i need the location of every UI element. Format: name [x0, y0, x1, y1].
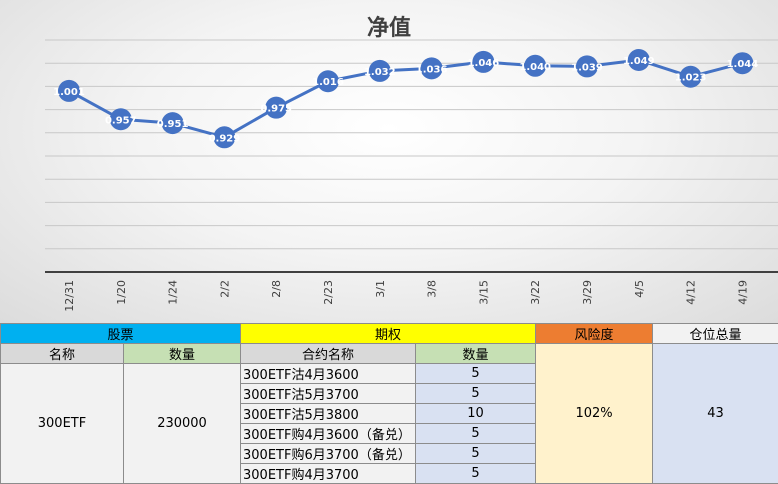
stock-qty-header: 数量: [122, 343, 242, 364]
x-tick-label: 3/29: [581, 280, 594, 305]
data-label: 1.016: [312, 77, 344, 88]
data-point: [627, 48, 650, 71]
holdings-table: 股票 期权 风险度 仓位总量 名称 数量 合约名称 数量 102% 43 300…: [0, 323, 778, 484]
contract-qty: 5: [415, 423, 537, 444]
contract-name: 300ETF购4月3700: [240, 463, 417, 484]
contract-qty-header: 数量: [415, 343, 537, 364]
contract-qty: 5: [415, 463, 537, 484]
x-tick-label: 2/8: [270, 280, 283, 298]
data-label: 1.040: [519, 62, 551, 73]
risk-value: 102%: [535, 343, 654, 484]
data-point: [317, 70, 339, 93]
stock-header: 股票: [0, 323, 242, 344]
data-label: 0.957: [105, 115, 137, 126]
data-label: 1.036: [416, 64, 448, 75]
data-point: [576, 55, 598, 78]
contract-name: 300ETF沽5月3700: [240, 383, 417, 404]
x-tick-label: 2/23: [322, 280, 335, 305]
contract-name: 300ETF购6月3700（备兑）: [240, 443, 417, 464]
risk-header: 风险度: [535, 323, 654, 344]
data-point: [731, 52, 754, 75]
stock-name-header: 名称: [0, 343, 124, 364]
data-point: [58, 79, 80, 102]
data-point: [265, 96, 288, 119]
chart-area: 净值 1.001 0.957 0.951 0.929 0.975 1.016 1.032 1.…: [0, 0, 778, 323]
data-point: [161, 112, 184, 135]
contract-name: 300ETF沽5月3800: [240, 403, 417, 424]
data-label: 0.975: [260, 104, 292, 115]
x-tick-label: 4/5: [633, 280, 646, 298]
data-point: [472, 50, 495, 73]
contract-name-header: 合约名称: [240, 343, 417, 364]
data-label: 0.929: [209, 133, 241, 144]
data-point: [368, 59, 391, 82]
chart-title: 净值: [366, 16, 411, 41]
position-value: 43: [652, 343, 778, 484]
data-label: 1.049: [623, 56, 655, 67]
x-tick-label: 3/15: [477, 280, 490, 305]
position-header: 仓位总量: [652, 323, 778, 344]
x-tick-label: 3/8: [426, 280, 439, 298]
data-point: [420, 57, 443, 80]
net-value-chart: 1.001 0.957 0.951 0.929 0.975 1.016 1.032 1.036…: [45, 39, 778, 312]
data-label: 0.951: [157, 119, 189, 130]
data-point: [109, 108, 132, 131]
stock-qty: 230000: [122, 363, 242, 484]
data-label: 1.039: [571, 62, 603, 73]
x-tick-label: 4/12: [685, 280, 698, 305]
contract-qty: 5: [415, 383, 537, 404]
x-tick-label: 1/24: [167, 280, 180, 305]
data-label: 1.023: [675, 73, 707, 84]
x-tick-label: 4/19: [736, 280, 749, 305]
contract-qty: 5: [415, 443, 537, 464]
contract-name: 300ETF沽4月3600: [240, 363, 417, 384]
data-label: 1.046: [468, 58, 500, 69]
data-label: 1.001: [53, 87, 85, 98]
x-tick-label: 3/1: [374, 280, 387, 298]
x-tick-label: 2/2: [218, 280, 231, 298]
data-point: [679, 65, 702, 88]
contract-qty: 10: [415, 403, 537, 424]
data-point: [213, 126, 236, 149]
options-header: 期权: [240, 323, 537, 344]
contract-qty: 5: [415, 363, 537, 384]
x-tick-label: 12/31: [63, 280, 76, 312]
contract-name: 300ETF购4月3600（备兑）: [240, 423, 417, 444]
x-tick-label: 1/20: [115, 280, 128, 305]
x-tick-label: 3/22: [529, 280, 542, 305]
data-label: 1.044: [727, 59, 759, 70]
stock-name: 300ETF: [0, 363, 124, 484]
data-label: 1.032: [364, 67, 396, 78]
data-point: [524, 54, 547, 77]
